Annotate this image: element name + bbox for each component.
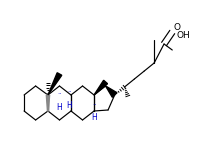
Text: OH: OH — [176, 31, 190, 40]
Polygon shape — [106, 86, 117, 97]
Text: H: H — [91, 113, 97, 123]
Text: H: H — [57, 103, 62, 111]
Text: O: O — [174, 23, 181, 32]
Text: ¨: ¨ — [58, 95, 61, 100]
Polygon shape — [48, 73, 62, 95]
Polygon shape — [94, 80, 108, 95]
Text: ¨: ¨ — [92, 105, 96, 111]
Text: ¨: ¨ — [68, 92, 71, 98]
Polygon shape — [46, 95, 50, 111]
Text: H: H — [67, 101, 72, 110]
